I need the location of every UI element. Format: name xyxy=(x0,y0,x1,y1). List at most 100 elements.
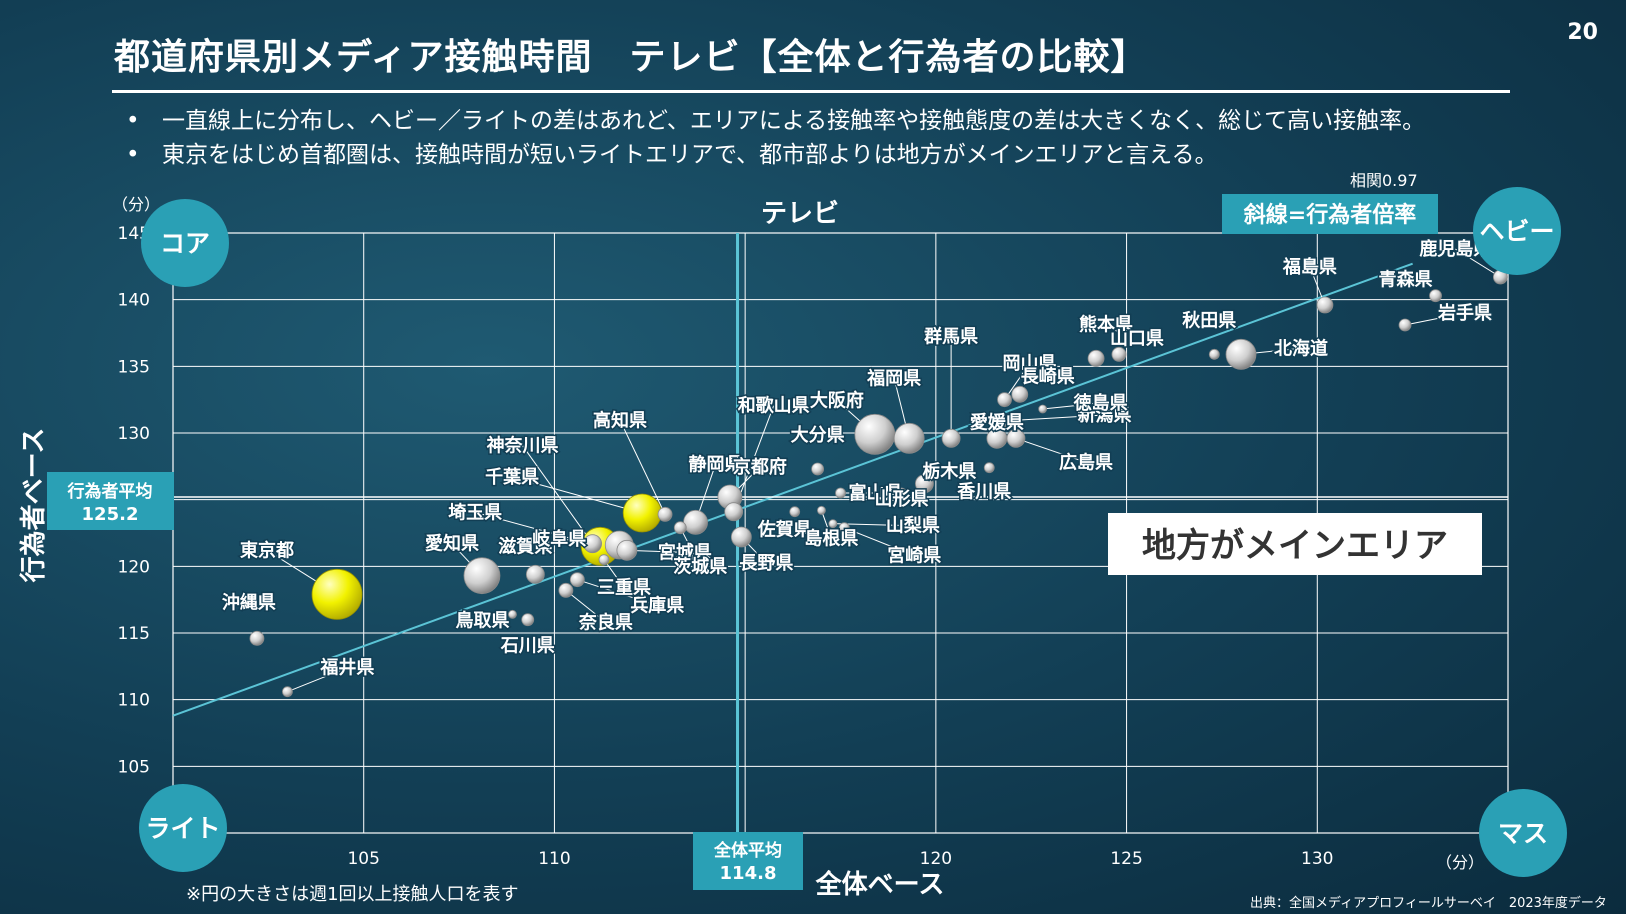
point-label: 愛知県 xyxy=(425,533,479,555)
quadrant-mass: マス xyxy=(1479,789,1567,877)
data-point xyxy=(854,413,896,455)
point-label: 長野県 xyxy=(739,553,793,574)
x-average-badge: 全体平均 114.8 xyxy=(693,832,803,890)
data-point xyxy=(508,609,517,619)
point-label: 埼玉県 xyxy=(448,501,502,523)
point-label: 富山県 xyxy=(849,482,903,504)
point-label: 高知県 xyxy=(593,409,647,431)
point-label: 徳島県 xyxy=(1073,392,1128,414)
data-point xyxy=(525,564,545,584)
label-leader xyxy=(679,527,701,567)
axis-labels: テレビ （分） （分） 全体ベース 行為者ベース xyxy=(18,195,1484,900)
data-points xyxy=(249,269,1508,698)
point-label: 長崎県 xyxy=(1021,365,1075,387)
data-point xyxy=(941,428,961,448)
label-leader xyxy=(1015,437,1087,463)
point-label: 島根県 xyxy=(804,527,858,549)
point-label: 広島県 xyxy=(1059,451,1113,473)
point-label: 熊本県 xyxy=(1079,313,1133,335)
point-label: 栃木県 xyxy=(922,461,976,483)
y-axis-label: 行為者ベース xyxy=(18,428,49,584)
y-tick-label: 130 xyxy=(118,424,150,444)
page-number: 20 xyxy=(1567,20,1598,45)
quadrant-light: ライト xyxy=(139,784,227,872)
quadrant-mass-label: マス xyxy=(1498,819,1548,848)
data-point xyxy=(896,487,907,499)
x-tick-label: 125 xyxy=(1110,849,1142,869)
point-label: 佐賀県 xyxy=(757,519,812,541)
chart-grid xyxy=(172,232,1509,834)
point-label: 京都府 xyxy=(733,456,787,478)
point-label: 山形県 xyxy=(875,489,929,510)
data-point xyxy=(1038,404,1048,414)
point-label: 福井県 xyxy=(319,657,374,679)
summary-bullets: 一直線上に分布し、ヘビー／ライトの差はあれど、エリアによる接触率や接触態度の差は… xyxy=(124,104,1425,172)
label-leader xyxy=(1404,312,1466,326)
data-point xyxy=(1316,296,1334,314)
point-label: 山口県 xyxy=(1110,328,1164,349)
point-label: 岐阜県 xyxy=(532,528,586,550)
label-leader xyxy=(844,527,915,557)
data-point xyxy=(1208,348,1220,360)
bullet-item: 一直線上に分布し、ヘビー／ライトの差はあれど、エリアによる接触率や接触態度の差は… xyxy=(124,104,1425,138)
data-point xyxy=(817,505,826,515)
label-leader xyxy=(512,476,643,514)
trend-line xyxy=(172,262,1413,717)
point-label: 宮城県 xyxy=(658,541,712,563)
y-tick-label: 135 xyxy=(118,357,150,377)
data-point xyxy=(249,630,265,646)
title-divider xyxy=(112,90,1510,93)
data-point xyxy=(1429,289,1442,303)
data-point xyxy=(673,521,687,535)
y-unit: （分） xyxy=(112,195,160,214)
data-point xyxy=(657,506,673,522)
x-average-label: 全体平均 xyxy=(713,840,782,861)
point-label: 和歌山県 xyxy=(738,395,810,417)
point-label: 岩手県 xyxy=(1437,302,1492,324)
point-label: 大分県 xyxy=(791,424,845,446)
label-leaders xyxy=(266,248,1501,693)
point-label: 福島県 xyxy=(1282,256,1337,278)
label-leader xyxy=(565,589,607,623)
x-tick-label: 110 xyxy=(538,849,570,869)
quadrant-light-label: ライト xyxy=(145,814,220,843)
label-leader xyxy=(1004,414,1105,422)
y-tick-label: 110 xyxy=(118,691,150,711)
data-point xyxy=(282,686,293,698)
y-tick-label: 140 xyxy=(118,291,150,311)
data-point xyxy=(838,522,850,534)
point-label: 静岡県 xyxy=(689,453,743,475)
x-average-value: 114.8 xyxy=(720,863,777,884)
data-point xyxy=(569,572,585,588)
data-point xyxy=(835,487,846,499)
data-point xyxy=(730,526,752,548)
source-note: 出典：全国メディアプロフィールサーベイ 2023年度データ xyxy=(1250,895,1607,911)
data-point xyxy=(828,519,838,529)
point-label: 三重県 xyxy=(597,577,651,599)
point-label: 奈良県 xyxy=(578,611,633,633)
y-average-label: 行為者平均 xyxy=(67,481,153,502)
x-axis-label: 全体ベース xyxy=(815,869,945,900)
label-leader xyxy=(287,667,348,693)
data-point xyxy=(583,534,602,554)
label-leader xyxy=(619,420,666,515)
callout-text: 地方がメインエリア xyxy=(1142,526,1448,566)
data-point xyxy=(1011,385,1029,403)
y-average-value: 125.2 xyxy=(82,504,139,525)
data-point xyxy=(1006,428,1026,448)
data-point xyxy=(683,509,708,535)
label-leader xyxy=(1042,402,1101,410)
point-label: 沖縄県 xyxy=(222,591,276,613)
label-leader xyxy=(522,445,593,544)
data-point xyxy=(521,613,535,627)
y-tick-label: 120 xyxy=(118,557,150,577)
quadrant-heavy: ヘビー xyxy=(1473,187,1561,275)
line-label-badge: 斜線=行為者倍率 xyxy=(1222,194,1438,234)
plot-frame xyxy=(172,232,1509,834)
data-point xyxy=(311,568,363,620)
quadrant-core-label: コア xyxy=(160,229,210,258)
quadrant-core: コア xyxy=(141,199,229,287)
data-point xyxy=(998,414,1011,428)
